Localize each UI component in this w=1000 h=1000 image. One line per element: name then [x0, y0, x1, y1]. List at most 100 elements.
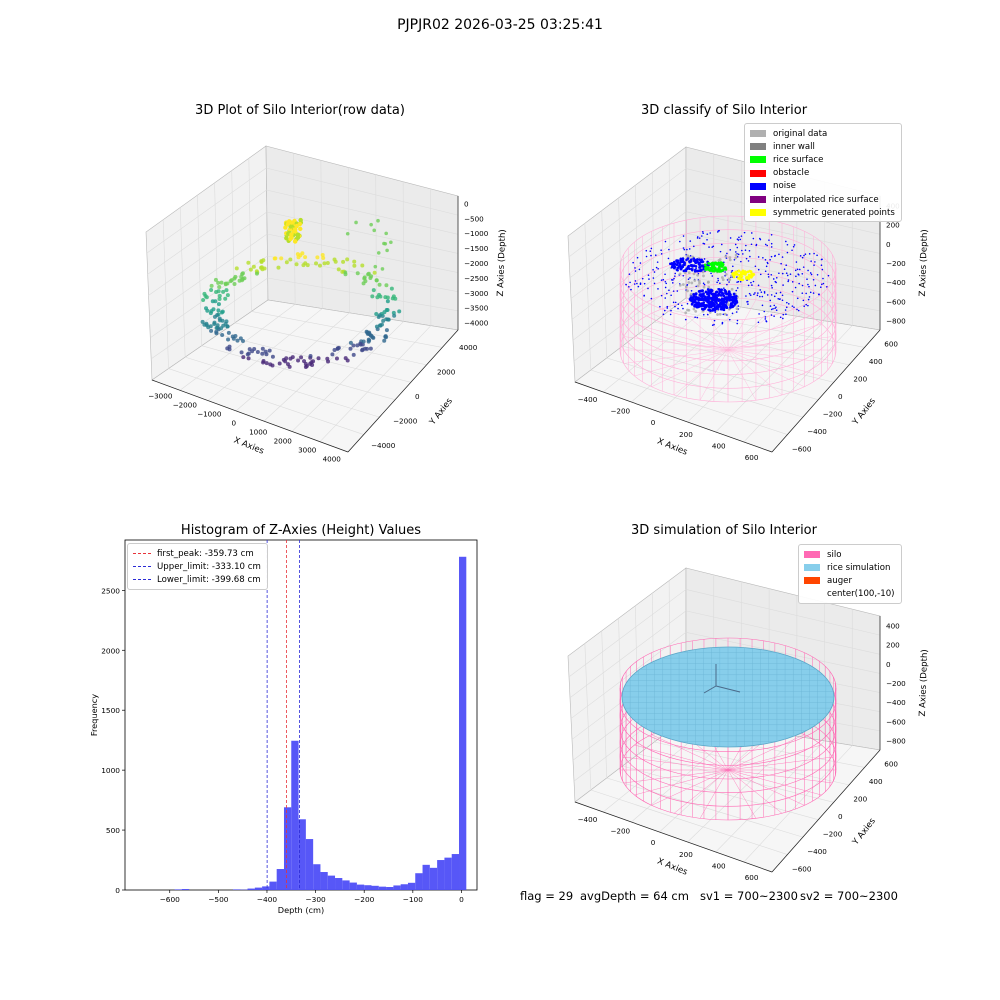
grid-line	[201, 345, 396, 401]
grid-line	[659, 731, 770, 833]
original-point	[696, 284, 700, 288]
data-point	[219, 310, 224, 315]
original-point	[687, 308, 691, 312]
noise-point	[711, 308, 715, 312]
noise-point	[694, 305, 698, 308]
legend-label: noise	[773, 181, 796, 192]
rice-surface-point	[706, 265, 710, 269]
data-point	[354, 220, 358, 225]
noise-point	[807, 283, 809, 286]
noise-point	[672, 290, 675, 292]
noise-point	[782, 317, 784, 320]
grid-line	[179, 304, 296, 391]
x-tick-label: −400	[578, 395, 598, 404]
noise-point	[781, 294, 784, 297]
z-tick-label: −200	[886, 679, 906, 688]
noise-point	[675, 259, 678, 262]
noise-point	[757, 256, 760, 258]
noise-point	[713, 303, 716, 307]
legend-label: rice simulation	[827, 562, 891, 573]
noise-point	[710, 289, 714, 293]
x-tick-label: 200	[679, 850, 693, 859]
data-point	[267, 348, 272, 353]
data-point	[297, 221, 303, 227]
data-point	[303, 361, 308, 366]
data-point	[209, 328, 214, 333]
x-tick-label: 4000	[323, 455, 342, 464]
noise-point	[736, 281, 738, 283]
symmetric-point	[741, 270, 744, 274]
data-point	[377, 313, 382, 318]
original-point	[687, 281, 691, 284]
noise-point	[637, 285, 640, 288]
noise-point	[794, 286, 797, 289]
noise-point	[663, 309, 666, 312]
y-axis-label: Y Axies	[850, 816, 878, 848]
noise-point	[736, 319, 739, 322]
grid-line	[584, 643, 592, 791]
symmetric-point	[751, 272, 755, 276]
noise-point	[667, 257, 670, 260]
noise-point	[639, 282, 642, 284]
data-point	[374, 324, 379, 329]
data-point	[397, 309, 402, 314]
noise-point	[737, 280, 740, 283]
noise-point	[785, 264, 788, 267]
silo-spoke	[727, 323, 822, 351]
noise-point	[717, 292, 721, 296]
grid-line	[267, 277, 459, 312]
silo-spoke	[727, 769, 822, 796]
original-point	[678, 283, 682, 287]
noise-point	[769, 305, 772, 307]
noise-point	[812, 292, 815, 294]
noise-point	[759, 273, 762, 276]
noise-point	[771, 286, 773, 289]
data-point	[384, 328, 389, 333]
z-tick-label: −2500	[464, 274, 489, 283]
data-point	[227, 344, 232, 349]
noise-point	[796, 308, 798, 311]
noise-point	[801, 272, 804, 275]
data-point	[360, 263, 365, 268]
x-tick-label: −200	[610, 827, 630, 836]
data-point	[220, 333, 225, 338]
z-tick-label: −800	[886, 316, 906, 325]
noise-point	[700, 235, 703, 237]
data-point	[224, 288, 229, 293]
noise-point	[787, 303, 790, 305]
grid-line	[601, 630, 608, 779]
noise-point	[703, 283, 706, 286]
noise-point	[682, 269, 686, 273]
legend-item-obstacle: obstacle	[750, 167, 895, 180]
noise-point	[766, 261, 769, 264]
noise-point	[794, 269, 797, 272]
rice-surface-point	[718, 267, 721, 271]
noise-point	[715, 306, 719, 310]
x-tick-label: −300	[305, 895, 326, 904]
z-tick-label: −600	[886, 297, 906, 306]
noise-point	[782, 284, 784, 286]
noise-point	[766, 244, 768, 247]
noise-point	[692, 257, 696, 260]
silo-cylinder	[619, 215, 837, 403]
noise-point	[692, 292, 696, 296]
noise-point	[770, 284, 773, 287]
data-point	[209, 288, 214, 293]
noise-point	[698, 266, 701, 269]
noise-point	[721, 322, 724, 325]
data-point	[260, 346, 265, 351]
data-point	[321, 255, 326, 260]
y-axis-line	[771, 329, 881, 453]
data-point	[371, 335, 376, 340]
noise-point	[683, 261, 687, 265]
symmetric-point	[749, 274, 753, 277]
data-point	[377, 282, 382, 287]
noise-point	[729, 237, 732, 239]
noise-point	[728, 281, 730, 283]
noise-point	[765, 320, 767, 322]
data-point	[239, 350, 244, 355]
noise-point	[645, 249, 648, 252]
noise-point	[718, 289, 722, 293]
data-point	[251, 264, 256, 269]
noise-point	[792, 245, 795, 248]
